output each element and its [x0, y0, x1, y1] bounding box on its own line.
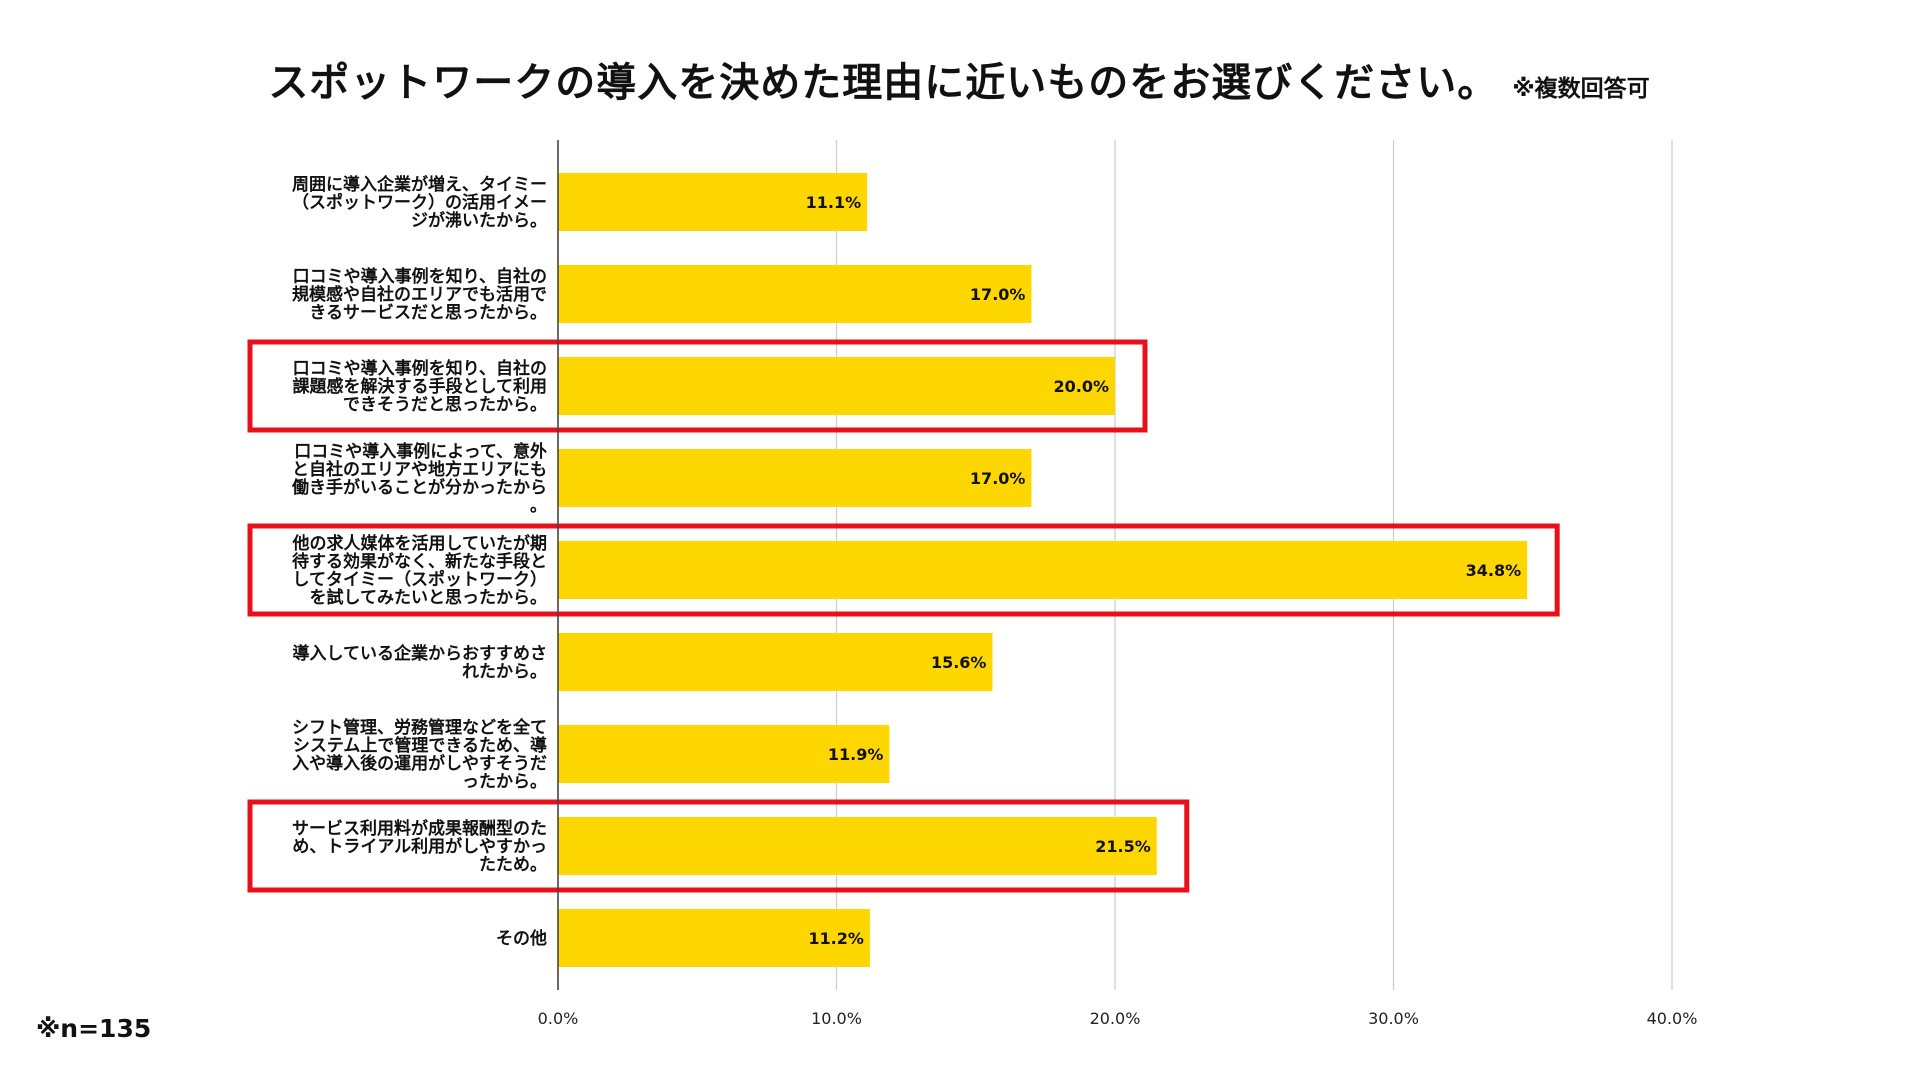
category-label-line: 課題感を解決する手段として利用	[293, 376, 548, 397]
x-tick-label: 10.0%	[811, 1009, 862, 1028]
highlight-box-8	[247, 799, 1190, 893]
category-label-line: を試してみたいと思ったから。	[310, 587, 548, 608]
category-label-3: 口コミや導入事例を知り、自社の課題感を解決する手段として利用できそうだと思ったか…	[293, 358, 548, 415]
chart-title: スポットワークの導入を決めた理由に近いものをお選びください。 ※複数回答可	[0, 50, 1918, 108]
category-label-line: 規模感や自社のエリアでも活用で	[292, 284, 547, 305]
bar-5	[558, 541, 1528, 599]
x-tick-label: 30.0%	[1368, 1009, 1419, 1028]
category-label-line: 周囲に導入企業が増え、タイミー	[292, 174, 547, 195]
value-label-4: 17.0%	[970, 469, 1026, 488]
category-label-7: シフト管理、労務管理などを全てシステム上で管理できるため、導入や導入後の運用がし…	[292, 717, 547, 792]
category-label-4: 口コミや導入事例によって、意外と自社のエリアや地方エリアにも働き手がいることが分…	[291, 441, 547, 516]
value-label-2: 17.0%	[970, 285, 1026, 304]
category-label-line: シフト管理、労務管理などを全て	[292, 717, 547, 738]
chart-title-text: スポットワークの導入を決めた理由に近いものをお選びください。	[268, 60, 1499, 106]
category-label-line: （スポットワーク）の活用イメー	[292, 192, 547, 213]
bar-6	[558, 633, 993, 691]
value-label-1: 11.1%	[806, 193, 862, 212]
category-label-line: 待する効果がなく、新たな手段と	[292, 551, 547, 572]
value-label-7: 11.9%	[828, 745, 884, 764]
category-label-line: 他の求人媒体を活用していたが期	[292, 533, 548, 554]
category-label-5: 他の求人媒体を活用していたが期待する効果がなく、新たな手段としてタイミー（スポッ…	[292, 533, 548, 608]
bar-3	[558, 357, 1115, 415]
category-label-line: 入や導入後の運用がしやすそうだ	[292, 753, 547, 774]
value-label-5: 34.8%	[1466, 561, 1522, 580]
value-label-9: 11.2%	[808, 929, 864, 948]
category-label-line: 口コミや導入事例を知り、自社の	[293, 358, 547, 379]
x-tick-label: 0.0%	[538, 1009, 579, 1028]
category-label-9: その他	[496, 928, 547, 949]
category-label-line: 働き手がいることが分かったから	[291, 477, 547, 498]
category-label-line: め、トライアル利用がしやすかっ	[292, 836, 547, 857]
bar-1	[558, 173, 868, 231]
category-label-line: と自社のエリアや地方エリアにも	[292, 459, 547, 480]
category-label-line: たため。	[479, 855, 547, 875]
bar-7	[558, 725, 890, 783]
category-label-line: してタイミー（スポットワーク）	[293, 569, 548, 590]
bar-4	[558, 449, 1032, 507]
category-label-2: 口コミや導入事例を知り、自社の規模感や自社のエリアでも活用できるサービスだと思っ…	[292, 266, 547, 323]
highlight-box-3	[247, 339, 1148, 433]
category-label-line: ったから。	[462, 772, 547, 792]
value-label-3: 20.0%	[1053, 377, 1109, 396]
category-label-line: 口コミや導入事例によって、意外	[294, 441, 547, 462]
category-label-line: システム上で管理できるため、導	[293, 735, 547, 756]
x-tick-label: 20.0%	[1090, 1009, 1141, 1028]
bar-8	[558, 817, 1157, 875]
category-label-line: その他	[496, 928, 547, 949]
x-tick-label: 40.0%	[1647, 1009, 1698, 1028]
category-label-line: 口コミや導入事例を知り、自社の	[293, 266, 547, 287]
sample-size-note: ※n=135	[36, 1014, 152, 1043]
category-label-line: れたから。	[462, 662, 547, 682]
multiple-answer-note: ※複数回答可	[1512, 76, 1650, 102]
category-label-line: ジが沸いたから。	[411, 210, 547, 231]
value-label-6: 15.6%	[931, 653, 987, 672]
value-label-8: 21.5%	[1095, 837, 1151, 856]
category-label-line: できそうだと思ったから。	[343, 395, 547, 415]
category-label-line: きるサービスだと思ったから。	[309, 303, 547, 323]
category-label-line: 。	[530, 496, 547, 516]
bar-9	[558, 909, 870, 967]
category-label-line: 導入している企業からおすすめさ	[293, 643, 548, 664]
category-label-line: サービス利用料が成果報酬型のた	[292, 818, 547, 839]
highlight-box-5	[247, 523, 1560, 617]
bar-2	[558, 265, 1032, 323]
